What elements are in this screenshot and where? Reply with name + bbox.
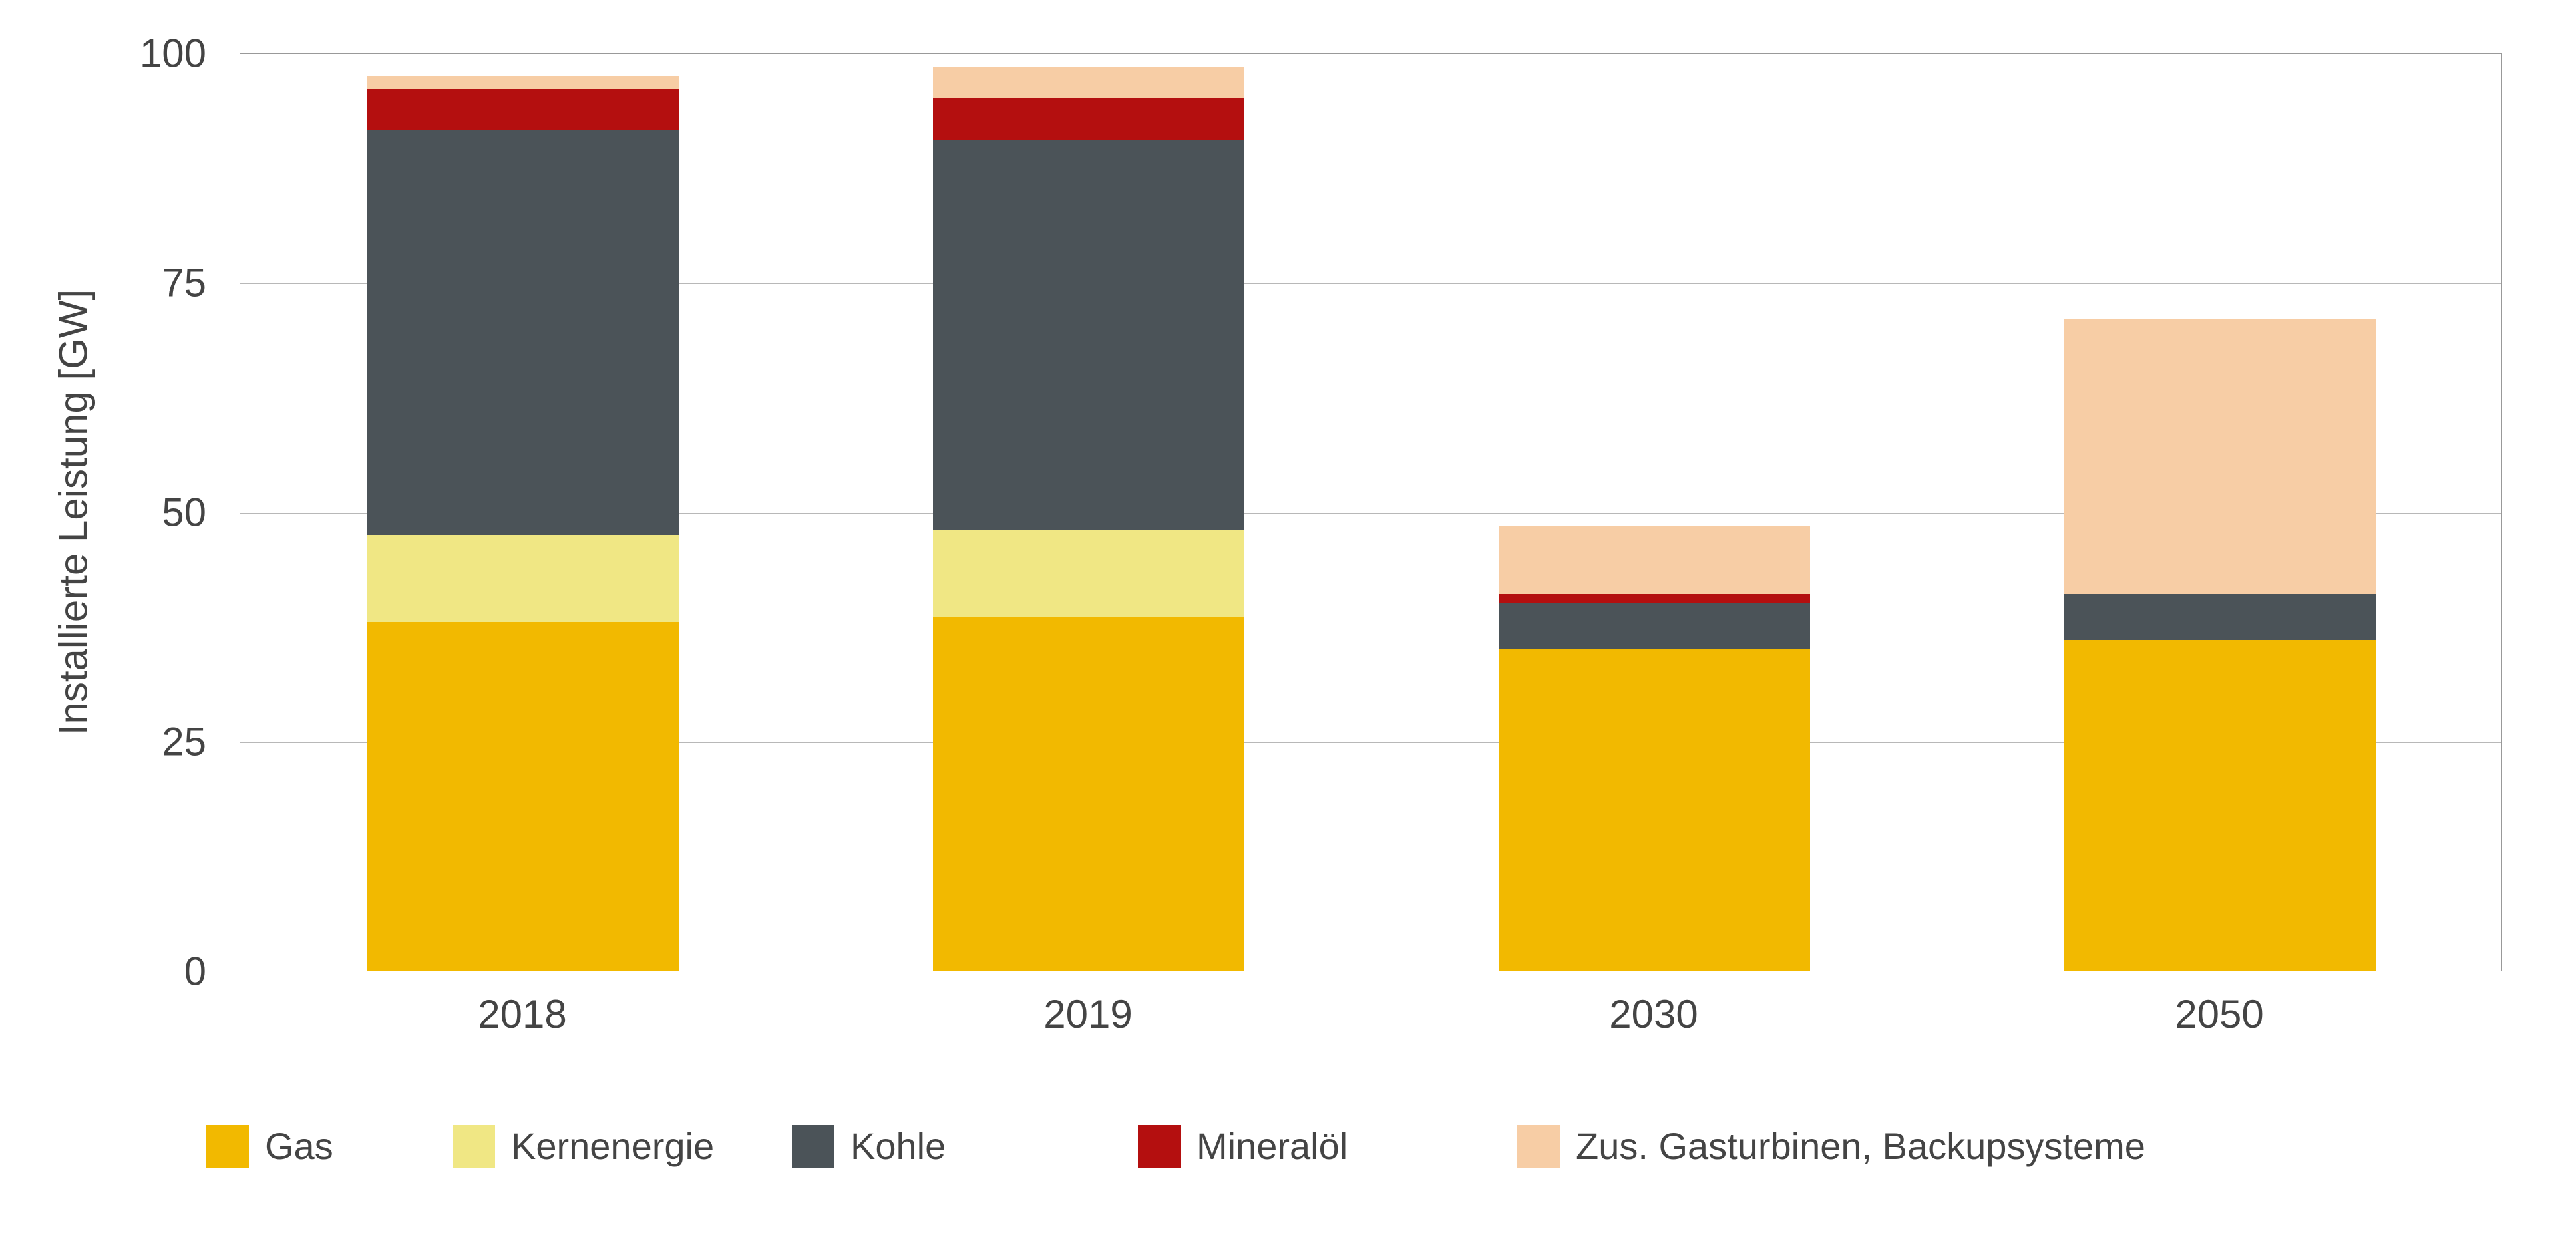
bar-segment-backup [933, 67, 1244, 98]
legend-item-gas: Gas [206, 1124, 333, 1168]
legend-item-backup: Zus. Gasturbinen, Backupsysteme [1517, 1124, 2145, 1168]
bar-segment-kohle [933, 140, 1244, 530]
bar-segment-kernenergie [367, 535, 679, 622]
legend-item-kernenergie: Kernenergie [453, 1124, 714, 1168]
bar-segment-kohle [1499, 603, 1810, 649]
bar-segment-backup [1499, 526, 1810, 595]
bar-segment-backup [367, 76, 679, 90]
y-tick-label: 50 [0, 490, 206, 536]
bar-segment-kohle [367, 130, 679, 534]
legend-swatch [792, 1125, 834, 1168]
bar-segment-mineraloel [367, 89, 679, 130]
legend-item-kohle: Kohle [792, 1124, 946, 1168]
x-tick-label: 2030 [1609, 991, 1698, 1037]
legend-label: Zus. Gasturbinen, Backupsysteme [1576, 1124, 2145, 1168]
legend-swatch [1517, 1125, 1560, 1168]
legend-swatch [206, 1125, 249, 1168]
legend-swatch [1138, 1125, 1181, 1168]
y-tick-label: 0 [0, 949, 206, 995]
bar-segment-gas [1499, 649, 1810, 971]
bar-segment-gas [2064, 640, 2376, 971]
bar-segment-kohle [2064, 594, 2376, 640]
bar-segment-kernenergie [933, 530, 1244, 617]
legend-label: Kohle [850, 1124, 946, 1168]
x-tick-label: 2019 [1043, 991, 1132, 1037]
legend-label: Mineralöl [1196, 1124, 1348, 1168]
y-tick-label: 75 [0, 260, 206, 306]
chart-container: 0 25 50 75 100 Installierte Leistung [GW] 2018… [0, 0, 2576, 1256]
bar-segment-gas [367, 622, 679, 971]
y-axis-title: Installierte Leistung [GW] [51, 289, 96, 735]
legend-swatch [453, 1125, 495, 1168]
bar-segment-backup [2064, 319, 2376, 594]
x-tick-label: 2018 [478, 991, 566, 1037]
legend-label: Kernenergie [511, 1124, 714, 1168]
y-tick-label: 100 [0, 31, 206, 77]
legend-label: Gas [265, 1124, 333, 1168]
plot-area [240, 53, 2502, 971]
legend-item-mineraloel: Mineralöl [1138, 1124, 1348, 1168]
x-tick-label: 2050 [2175, 991, 2263, 1037]
bar-segment-mineraloel [933, 98, 1244, 140]
bar-segment-gas [933, 617, 1244, 971]
y-tick-label: 25 [0, 719, 206, 765]
bar-segment-mineraloel [1499, 594, 1810, 603]
